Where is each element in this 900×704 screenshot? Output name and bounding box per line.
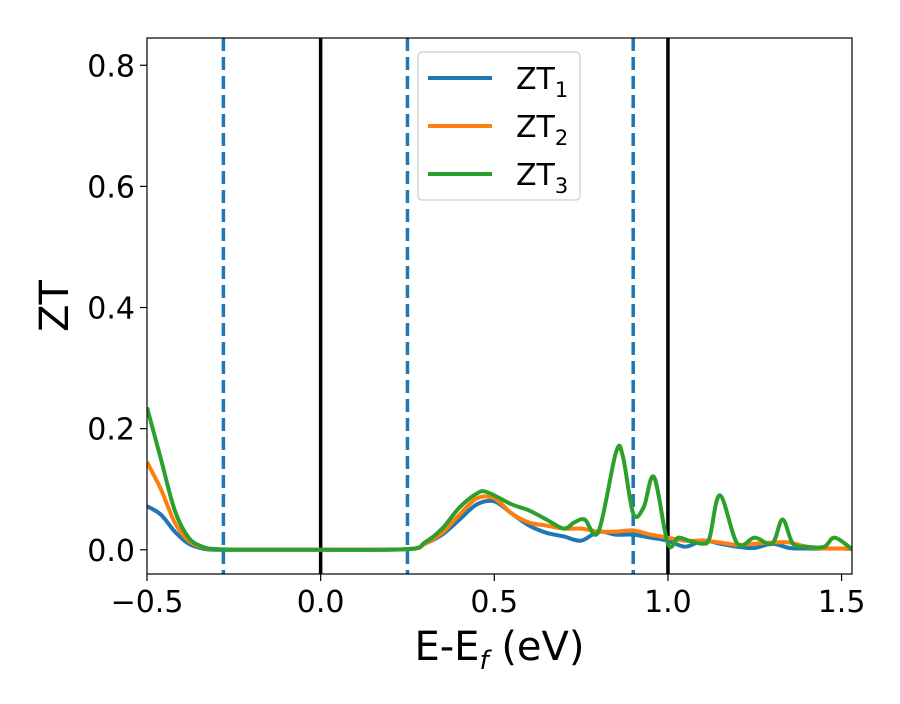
reference-lines xyxy=(221,38,670,574)
legend-entry: ZT3 xyxy=(428,158,568,198)
legend-label: ZT3 xyxy=(516,158,568,198)
y-tick-label: 0.6 xyxy=(87,170,135,205)
y-axis-ticks: 0.0 0.2 0.4 0.6 0.8 xyxy=(87,49,147,569)
x-tick-label: −0.5 xyxy=(111,585,184,620)
legend-entry: ZT1 xyxy=(428,62,568,102)
x-tick-label: 0.0 xyxy=(297,585,345,620)
y-axis-label: ZT xyxy=(32,280,78,332)
y-tick-label: 0.8 xyxy=(87,49,135,84)
x-tick-label: 1.5 xyxy=(818,585,866,620)
legend-label: ZT2 xyxy=(516,110,568,150)
x-axis-label: E-Ef (eV) xyxy=(414,624,584,676)
legend-box xyxy=(417,51,581,201)
legend: ZT1 ZT2 ZT3 xyxy=(417,51,581,201)
axes-frame xyxy=(146,37,853,575)
x-axis-ticks: −0.5 0.0 0.5 1.0 1.5 xyxy=(111,574,866,620)
series-line-zt3 xyxy=(147,406,852,552)
y-tick-label: 0.2 xyxy=(87,413,135,448)
series-lines xyxy=(147,406,852,552)
legend-entry: ZT2 xyxy=(428,110,568,150)
x-tick-label: 1.0 xyxy=(644,585,692,620)
y-tick-label: 0.4 xyxy=(87,292,135,327)
y-tick-label: 0.0 xyxy=(87,534,135,569)
legend-label: ZT1 xyxy=(516,62,568,102)
x-tick-label: 0.5 xyxy=(470,585,518,620)
